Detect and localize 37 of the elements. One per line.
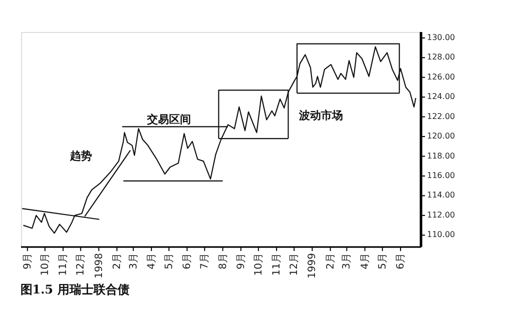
x-tick-label: 6月 xyxy=(396,253,407,270)
x-tick-label: 11月 xyxy=(58,253,70,276)
x-tick-label: 9月 xyxy=(22,253,34,270)
x-tick-label: 12月 xyxy=(76,253,87,276)
x-tick-label: 8月 xyxy=(218,253,229,270)
annotation: 趋势 xyxy=(69,150,92,163)
y-tick-label: 126.00 xyxy=(427,72,455,82)
x-tick-label: 12月 xyxy=(289,253,300,276)
y-tick-label: 120.00 xyxy=(427,132,455,141)
annotation: 交易区间 xyxy=(146,113,191,126)
x-tick-label: 1999 xyxy=(307,253,318,278)
x-tick-label: 2月 xyxy=(325,253,336,270)
x-tick-label: 3月 xyxy=(342,253,353,270)
y-tick-label: 124.00 xyxy=(427,92,455,102)
x-tick-label: 1998 xyxy=(94,253,105,278)
y-tick-label: 112.00 xyxy=(427,210,455,220)
y-tick-label: 122.00 xyxy=(427,112,455,121)
x-tick-label: 3月 xyxy=(128,253,140,270)
y-tick-label: 130.00 xyxy=(427,32,455,42)
y-tick-label: 116.00 xyxy=(427,170,455,180)
x-tick-label: 6月 xyxy=(182,253,194,270)
x-tick-label: 11月 xyxy=(272,253,283,276)
text: 图1.5 用瑞士联合债 xyxy=(20,282,130,296)
x-tick-label: 2月 xyxy=(112,253,123,270)
annotation: 波动市场 xyxy=(298,108,343,122)
y-tick-label: 128.00 xyxy=(427,52,455,62)
x-tick-label: 5月 xyxy=(164,253,175,270)
y-tick-label: 114.00 xyxy=(427,190,455,200)
x-tick-label: 5月 xyxy=(377,253,388,270)
x-tick-label: 9月 xyxy=(236,253,247,270)
x-tick-label: 10月 xyxy=(40,253,51,276)
x-tick-label: 7月 xyxy=(200,253,211,270)
x-tick-label: 4月 xyxy=(360,253,371,270)
x-tick-label: 4月 xyxy=(146,253,158,270)
y-tick-label: 118.00 xyxy=(427,151,455,160)
y-tick-label: 110.00 xyxy=(427,230,455,240)
x-tick-label: 10月 xyxy=(253,253,264,276)
